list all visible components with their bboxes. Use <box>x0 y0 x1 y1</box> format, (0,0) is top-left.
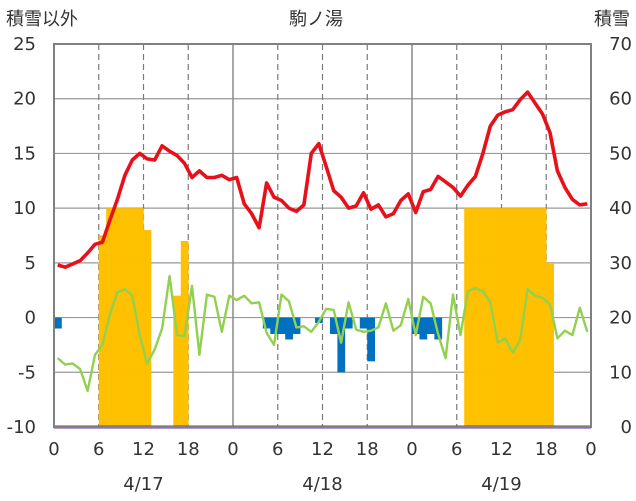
left-tick-label: 5 <box>25 253 36 274</box>
red-line <box>57 90 588 270</box>
right-tick-label: 70 <box>609 34 632 55</box>
snow-depth-bar <box>516 208 525 427</box>
snow-depth-bar <box>464 208 472 427</box>
snow-depth-bar <box>531 208 540 427</box>
right-tick-label: 40 <box>609 198 632 219</box>
snow-depth-bar <box>501 208 510 427</box>
snow-depth-bar <box>486 208 495 427</box>
left-tick-label: -10 <box>7 417 36 438</box>
right-tick-label: 30 <box>609 253 632 274</box>
left-tick-label: 0 <box>25 308 36 329</box>
snow-depth-bar <box>494 208 502 427</box>
blue-bar <box>262 317 271 329</box>
blue-bar <box>419 317 428 340</box>
green-line <box>56 274 589 393</box>
blue-bar <box>337 317 346 373</box>
x-tick-label: 12 <box>132 439 155 460</box>
snow-depth-bar <box>479 208 487 427</box>
left-tick-label: 20 <box>13 89 36 110</box>
snow-depth-bar <box>143 230 152 427</box>
blue-bar <box>367 317 376 362</box>
snow-depth-bar <box>121 208 129 427</box>
x-tick-label: 12 <box>311 439 334 460</box>
x-tick-label: 12 <box>490 439 513 460</box>
snow-depth-bar <box>471 208 480 427</box>
right-tick-label: 50 <box>609 143 632 164</box>
snow-depth-bar <box>98 235 107 427</box>
snow-depth-bars <box>98 208 555 427</box>
plot-border <box>53 43 592 428</box>
blue-bar <box>329 317 338 334</box>
snow-depth-bar <box>546 262 555 427</box>
x-tick-label: 0 <box>227 439 238 460</box>
x-tick-label: 6 <box>93 439 104 460</box>
date-label: 4/19 <box>481 474 521 495</box>
blue-bar <box>270 317 279 334</box>
snow-depth-bar <box>173 295 182 427</box>
x-tick-label: 18 <box>356 439 379 460</box>
chart-title: 駒ノ湯 <box>289 9 343 30</box>
x-tick-label: 0 <box>585 439 596 460</box>
right-tick-label: 60 <box>609 89 632 110</box>
x-tick-label: 6 <box>272 439 283 460</box>
x-tick-label: 18 <box>177 439 200 460</box>
x-tick-label: 6 <box>451 439 462 460</box>
blue-bar <box>277 317 286 334</box>
blue-bar <box>434 317 443 340</box>
snow-depth-bar <box>136 208 144 427</box>
x-tick-label: 0 <box>406 439 417 460</box>
snow-depth-bar <box>113 208 122 427</box>
date-label: 4/17 <box>123 474 163 495</box>
snow-depth-bar <box>538 208 547 427</box>
right-tick-label: 10 <box>609 362 632 383</box>
left-axis-label: 積雪以外 <box>6 9 78 30</box>
blue-bar <box>426 317 435 334</box>
x-tick-label: 0 <box>48 439 59 460</box>
blue-bar <box>344 317 353 329</box>
left-tick-label: -5 <box>18 362 36 383</box>
blue-bar <box>285 317 293 340</box>
left-tick-label: 25 <box>13 34 36 55</box>
x-tick-label: 18 <box>535 439 558 460</box>
right-axis-label: 積雪 <box>594 9 630 30</box>
left-tick-label: 15 <box>13 143 36 164</box>
date-label: 4/18 <box>302 474 342 495</box>
right-tick-label: 20 <box>609 308 632 329</box>
snow-depth-bar <box>128 208 137 427</box>
right-tick-label: 0 <box>621 417 632 438</box>
left-tick-label: 10 <box>13 198 36 219</box>
blue-bar <box>359 317 368 329</box>
blue-bar <box>412 317 420 334</box>
snow-depth-bar <box>523 208 532 427</box>
blue-bar <box>54 317 62 329</box>
plot-frame <box>53 43 592 428</box>
snow-depth-bar <box>508 208 517 427</box>
